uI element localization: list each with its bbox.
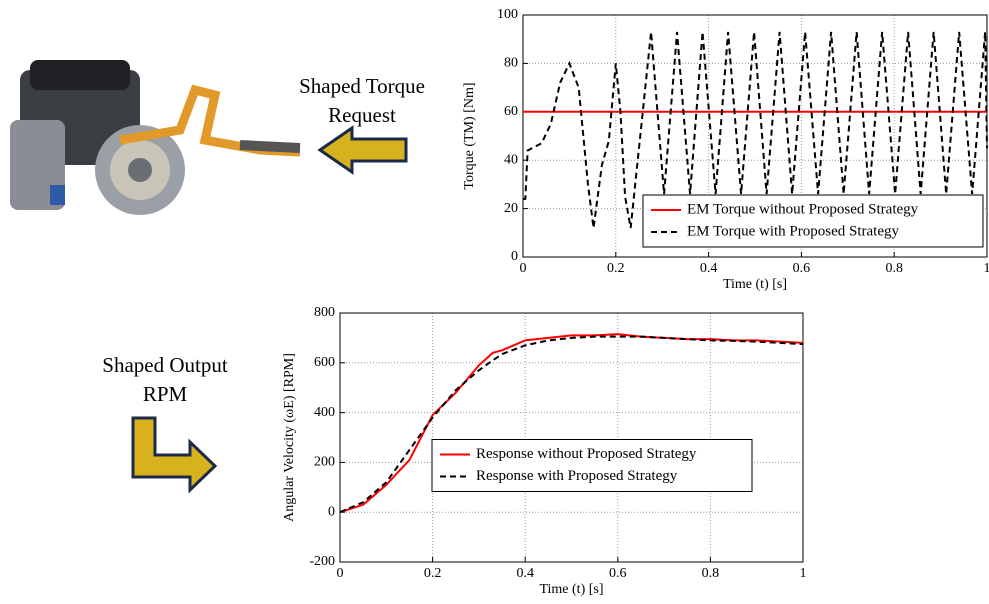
annotation: Request [328, 103, 396, 127]
annotation: Shaped Output [102, 353, 228, 377]
x-tick-label: 0.4 [516, 566, 534, 581]
engine-illustration [10, 60, 301, 215]
legend-box [642, 194, 984, 248]
annotation: RPM [143, 382, 188, 406]
y-axis-label: Torque (TM) [Nm] [462, 82, 477, 189]
y-tick-label: 0 [511, 249, 518, 264]
legend-label: EM Torque without Proposed Strategy [687, 201, 919, 217]
y-tick-label: 0 [328, 504, 335, 519]
legend-box [431, 439, 753, 492]
x-axis-label: Time (t) [s] [723, 277, 787, 292]
legend-label: EM Torque with Proposed Strategy [687, 223, 899, 239]
y-tick-label: 40 [504, 152, 518, 167]
x-tick-label: 1 [984, 261, 989, 276]
plot-frame [339, 312, 804, 563]
y-tick-label: 800 [314, 305, 335, 320]
x-tick-label: 0.8 [702, 566, 720, 581]
legend-label: Response with Proposed Strategy [476, 468, 678, 484]
arrow-down-right [131, 416, 218, 494]
legend: EM Torque without Proposed Strategy EM To… [642, 194, 984, 248]
y-tick-label: 80 [504, 56, 518, 71]
x-tick-label: 0.8 [885, 261, 903, 276]
y-tick-label: 60 [504, 104, 518, 119]
y-tick-label: 100 [497, 7, 518, 22]
annotation: Shaped Torque [299, 74, 425, 98]
x-tick-label: 0.6 [793, 261, 811, 276]
plot-area [340, 313, 803, 562]
legend-label: Response without Proposed Strategy [476, 446, 697, 462]
y-tick-label: 200 [314, 455, 335, 470]
legend: Response without Proposed Strategy Respon… [431, 439, 753, 492]
data-line [523, 31, 988, 229]
x-axis-label: Time (t) [s] [539, 582, 603, 597]
y-tick-label: -200 [309, 554, 335, 569]
x-tick-label: 0.2 [607, 261, 625, 276]
x-tick-label: 0.6 [609, 566, 627, 581]
y-tick-label: 600 [314, 355, 335, 370]
x-tick-label: 1 [800, 566, 807, 581]
x-tick-label: 0 [337, 566, 344, 581]
y-tick-label: 20 [504, 201, 518, 216]
data-line [339, 335, 804, 514]
arrow-left [317, 125, 408, 175]
y-axis-label: Angular Velocity (ωE) [RPM] [282, 353, 297, 522]
x-tick-label: 0 [520, 261, 527, 276]
y-tick-label: 400 [314, 405, 335, 420]
x-tick-label: 0.4 [700, 261, 718, 276]
x-tick-label: 0.2 [424, 566, 442, 581]
